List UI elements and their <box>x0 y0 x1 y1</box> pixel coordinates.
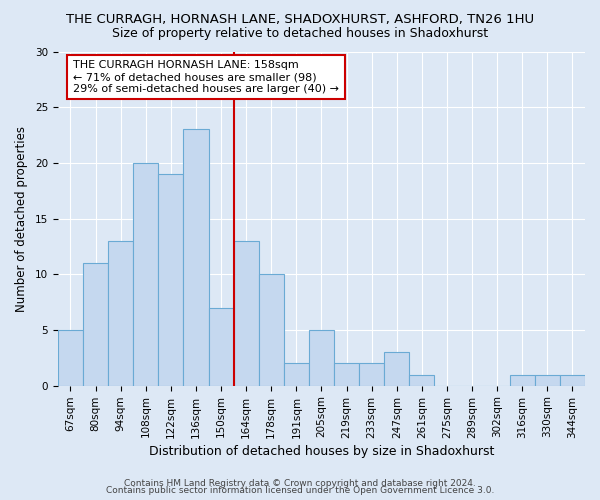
Bar <box>284 364 309 386</box>
Bar <box>108 241 133 386</box>
Bar <box>384 352 409 386</box>
Text: THE CURRAGH HORNASH LANE: 158sqm
← 71% of detached houses are smaller (98)
29% o: THE CURRAGH HORNASH LANE: 158sqm ← 71% o… <box>73 60 339 94</box>
Bar <box>560 374 585 386</box>
Bar <box>233 241 259 386</box>
Bar <box>535 374 560 386</box>
X-axis label: Distribution of detached houses by size in Shadoxhurst: Distribution of detached houses by size … <box>149 444 494 458</box>
Text: Contains public sector information licensed under the Open Government Licence 3.: Contains public sector information licen… <box>106 486 494 495</box>
Bar <box>184 130 209 386</box>
Text: Contains HM Land Registry data © Crown copyright and database right 2024.: Contains HM Land Registry data © Crown c… <box>124 478 476 488</box>
Bar <box>334 364 359 386</box>
Text: THE CURRAGH, HORNASH LANE, SHADOXHURST, ASHFORD, TN26 1HU: THE CURRAGH, HORNASH LANE, SHADOXHURST, … <box>66 12 534 26</box>
Bar <box>510 374 535 386</box>
Bar <box>58 330 83 386</box>
Y-axis label: Number of detached properties: Number of detached properties <box>15 126 28 312</box>
Bar <box>409 374 434 386</box>
Text: Size of property relative to detached houses in Shadoxhurst: Size of property relative to detached ho… <box>112 28 488 40</box>
Bar <box>259 274 284 386</box>
Bar <box>359 364 384 386</box>
Bar <box>209 308 233 386</box>
Bar <box>309 330 334 386</box>
Bar <box>158 174 184 386</box>
Bar <box>83 263 108 386</box>
Bar <box>133 163 158 386</box>
